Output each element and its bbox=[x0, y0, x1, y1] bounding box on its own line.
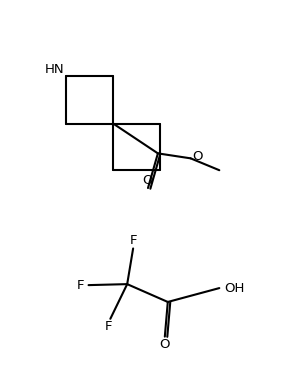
Text: O: O bbox=[193, 150, 203, 163]
Text: F: F bbox=[105, 320, 112, 333]
Text: F: F bbox=[130, 234, 137, 247]
Text: O: O bbox=[143, 174, 153, 186]
Text: HN: HN bbox=[45, 63, 64, 76]
Text: O: O bbox=[160, 338, 170, 351]
Text: OH: OH bbox=[224, 282, 245, 295]
Text: F: F bbox=[77, 279, 85, 291]
